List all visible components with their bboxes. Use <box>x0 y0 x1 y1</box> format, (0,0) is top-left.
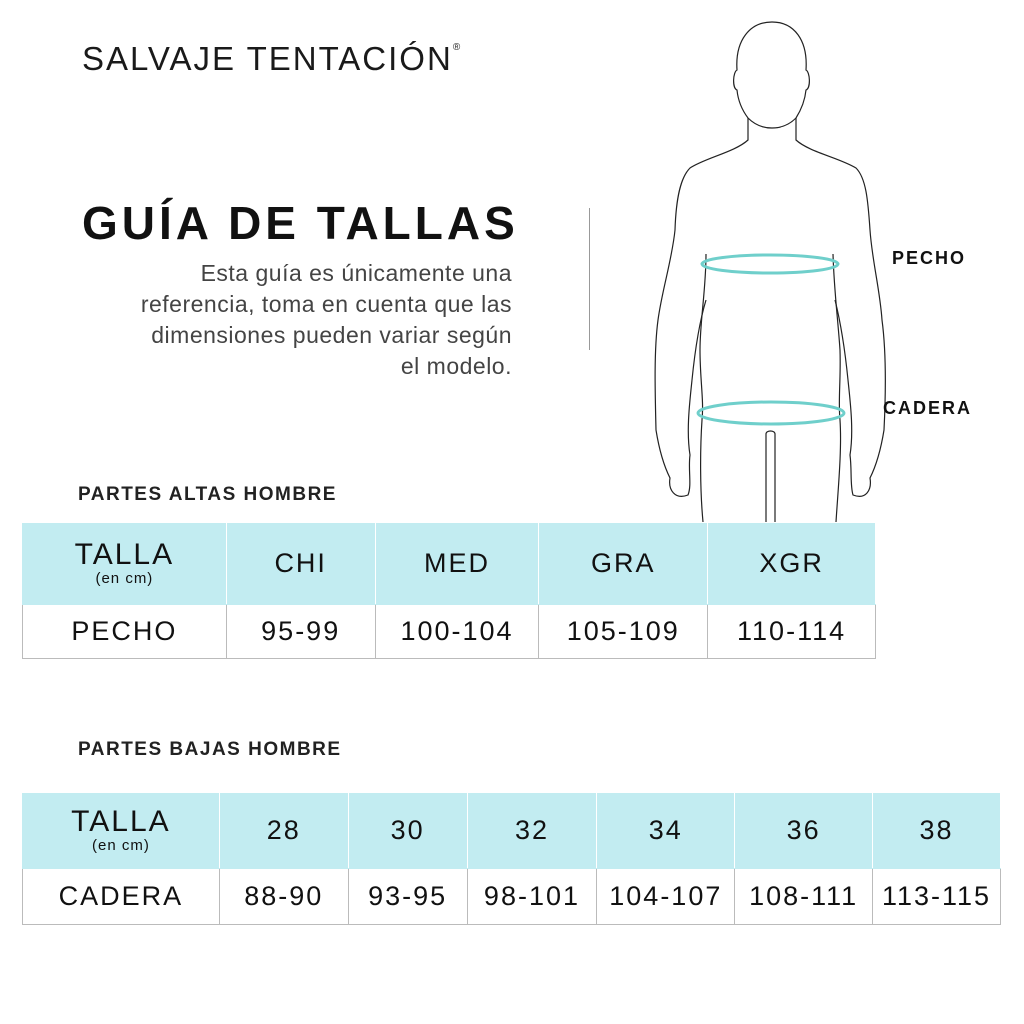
table-header-row: TALLA (en cm) CHI MED GRA XGR <box>22 522 876 605</box>
size-header: 32 <box>466 792 598 869</box>
torso-right-line <box>832 253 842 523</box>
table-row: CADERA 88-90 93-95 98-101 104-107 108-11… <box>22 868 1001 925</box>
hip-measure-ring <box>696 400 846 426</box>
upper-size-table: TALLA (en cm) CHI MED GRA XGR PECHO 95-99… <box>22 522 876 659</box>
table-cell: 110-114 <box>707 604 876 659</box>
description-line: el modelo. <box>400 353 512 379</box>
table-cell: 98-101 <box>466 868 598 925</box>
table-header-row: TALLA (en cm) 28 30 32 34 36 38 <box>22 792 1001 869</box>
table-cell: 108-111 <box>734 868 874 925</box>
row-label: CADERA <box>22 868 220 925</box>
body-figure-illustration <box>654 21 886 523</box>
lower-size-table: TALLA (en cm) 28 30 32 34 36 38 CADERA 88… <box>22 792 1001 925</box>
row-label: PECHO <box>22 604 227 659</box>
table-cell: 95-99 <box>225 604 376 659</box>
lower-section-title: PARTES BAJAS HOMBRE <box>78 739 342 760</box>
table-cell: 104-107 <box>596 868 736 925</box>
table-cell: 113-115 <box>872 868 1001 925</box>
chest-measure-ring <box>700 253 840 275</box>
description-line: dimensiones pueden variar según <box>151 322 512 348</box>
torso-left-line <box>699 253 707 523</box>
page-title: GUÍA DE TALLAS <box>82 197 519 249</box>
size-header: 38 <box>872 792 1001 869</box>
chest-label: PECHO <box>892 248 967 268</box>
registered-mark: ® <box>452 42 463 53</box>
table-cell: 88-90 <box>218 868 349 925</box>
hip-label: CADERA <box>883 398 973 418</box>
talla-header: TALLA (en cm) <box>22 792 220 869</box>
size-header: 28 <box>218 792 349 869</box>
size-header: 30 <box>347 792 468 869</box>
size-header: MED <box>374 522 540 605</box>
left-side-outline <box>654 118 749 497</box>
head-outline <box>733 21 810 129</box>
size-header: XGR <box>707 522 876 605</box>
brand-logo: SALVAJE TENTACIÓN® <box>82 40 462 78</box>
size-header: 34 <box>596 792 736 869</box>
description: Esta guía es únicamente una referencia, … <box>40 258 512 382</box>
talla-header: TALLA (en cm) <box>22 522 227 605</box>
brand-name: SALVAJE TENTACIÓN <box>82 40 453 77</box>
table-cell: 100-104 <box>374 604 540 659</box>
table-cell: 93-95 <box>347 868 468 925</box>
size-header: 36 <box>734 792 874 869</box>
description-line: referencia, toma en cuenta que las <box>140 291 512 317</box>
table-row: PECHO 95-99 100-104 105-109 110-114 <box>22 604 876 659</box>
size-header: CHI <box>225 522 376 605</box>
right-side-outline <box>795 118 886 497</box>
divider <box>589 208 590 350</box>
table-cell: 105-109 <box>538 604 709 659</box>
upper-section-title: PARTES ALTAS HOMBRE <box>78 484 337 505</box>
size-header: GRA <box>538 522 709 605</box>
description-line: Esta guía es únicamente una <box>200 260 512 286</box>
crotch-line <box>765 430 776 522</box>
